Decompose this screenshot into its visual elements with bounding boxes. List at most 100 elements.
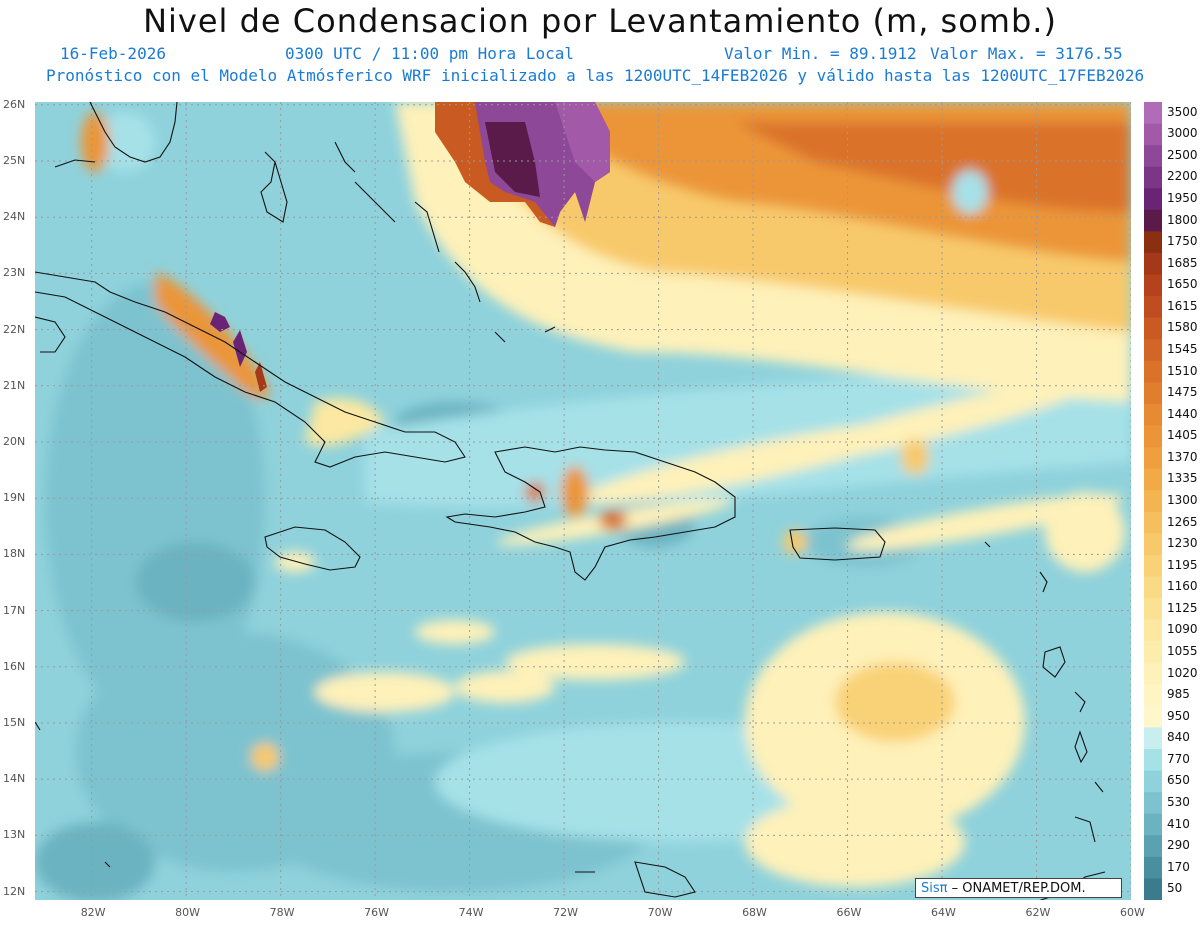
lcl-map	[35, 102, 1131, 900]
colorbar-label: 1950	[1167, 191, 1198, 206]
colorbar-swatch	[1144, 856, 1162, 879]
colorbar	[1144, 102, 1162, 900]
colorbar-swatch	[1144, 188, 1162, 211]
colorbar-label: 1545	[1167, 342, 1198, 357]
credit-box: Sisπ – ONAMET/REP.DOM.	[915, 878, 1122, 898]
colorbar-swatch	[1144, 403, 1162, 427]
colorbar-label: 1580	[1167, 320, 1198, 335]
colorbar-label: 1650	[1167, 277, 1198, 292]
colorbar-label: 2200	[1167, 169, 1198, 184]
colorbar-swatch	[1144, 749, 1162, 772]
lon-label: 62W	[1025, 906, 1051, 919]
colorbar-swatch	[1144, 274, 1162, 297]
lon-label: 74W	[458, 906, 484, 919]
graticule	[35, 102, 1131, 900]
credit-logo: Sisπ	[921, 881, 948, 896]
colorbar-label: 1750	[1167, 234, 1198, 249]
colorbar-swatch	[1144, 490, 1162, 513]
colorbar-label: 290	[1167, 838, 1190, 853]
colorbar-label: 1265	[1167, 514, 1198, 529]
colorbar-swatch	[1144, 792, 1162, 815]
lat-label: 20N	[3, 434, 26, 448]
lat-label: 17N	[3, 603, 26, 617]
colorbar-swatch	[1144, 231, 1162, 254]
forecast-date: 16-Feb-2026	[60, 44, 166, 63]
colorbar-swatch	[1144, 554, 1162, 577]
colorbar-swatch	[1144, 641, 1162, 664]
colorbar-swatch	[1144, 598, 1162, 621]
lat-label: 23N	[3, 266, 26, 280]
lat-label: 22N	[3, 322, 26, 336]
colorbar-swatch	[1144, 468, 1162, 491]
colorbar-swatch	[1144, 662, 1162, 685]
colorbar-label: 1800	[1167, 212, 1198, 227]
max-region	[210, 102, 610, 392]
coastlines	[35, 102, 1106, 900]
colorbar-swatch	[1144, 619, 1162, 642]
lat-label: 14N	[3, 772, 26, 786]
lon-label: 72W	[553, 906, 578, 919]
model-info: Pronóstico con el Modelo Atmósferico WRF…	[46, 66, 1145, 85]
colorbar-swatch	[1144, 576, 1162, 599]
lon-label: 80W	[175, 906, 201, 919]
colorbar-swatch	[1144, 339, 1162, 362]
colorbar-label: 1615	[1167, 298, 1198, 313]
colorbar-label: 1020	[1167, 665, 1198, 680]
colorbar-swatch	[1144, 878, 1162, 900]
lon-label: 70W	[647, 906, 673, 919]
colorbar-label: 950	[1167, 708, 1190, 723]
colorbar-swatch	[1144, 835, 1162, 858]
lat-label: 21N	[3, 378, 26, 392]
lat-label: 16N	[3, 659, 26, 673]
colorbar-label: 1300	[1167, 493, 1198, 507]
colorbar-label: 1510	[1167, 363, 1198, 378]
lon-label: 76W	[364, 906, 389, 919]
colorbar-swatch	[1144, 252, 1162, 276]
colorbar-swatch	[1144, 166, 1162, 189]
colorbar-swatch	[1144, 727, 1162, 750]
colorbar-label: 2500	[1167, 147, 1198, 162]
colorbar-label: 1335	[1167, 471, 1198, 486]
colorbar-label: 1685	[1167, 255, 1198, 270]
colorbar-swatch	[1144, 123, 1162, 146]
colorbar-swatch	[1144, 705, 1162, 728]
colorbar-label: 1160	[1167, 579, 1198, 594]
colorbar-label: 840	[1167, 730, 1190, 745]
colorbar-label: 1475	[1167, 385, 1198, 400]
lat-label: 18N	[3, 547, 26, 561]
colorbar-swatch	[1144, 684, 1162, 707]
colorbar-swatch	[1144, 770, 1162, 793]
lat-label: 24N	[3, 210, 26, 224]
credit-org: – ONAMET/REP.DOM.	[947, 881, 1086, 896]
colorbar-swatch	[1144, 425, 1162, 448]
colorbar-swatch	[1144, 296, 1162, 319]
colorbar-label: 1055	[1167, 643, 1198, 658]
lat-label: 26N	[3, 97, 26, 111]
lon-label: 64W	[931, 906, 956, 919]
colorbar-swatch	[1144, 533, 1162, 556]
colorbar-label: 50	[1167, 881, 1183, 896]
colorbar-swatch	[1144, 511, 1162, 534]
colorbar-label: 1370	[1167, 449, 1198, 464]
colorbar-swatch	[1144, 102, 1162, 125]
colorbar-label: 1090	[1167, 622, 1198, 637]
colorbar-swatch	[1144, 317, 1162, 340]
lon-label: 68W	[742, 906, 767, 919]
page-title: Nivel de Condensacion por Levantamiento …	[143, 2, 1057, 40]
lon-label: 60W	[1120, 906, 1145, 919]
colorbar-label: 770	[1167, 751, 1190, 766]
colorbar-label: 650	[1167, 773, 1190, 788]
colorbar-label: 3500	[1167, 104, 1198, 119]
colorbar-swatch	[1144, 209, 1162, 232]
colorbar-label: 530	[1167, 794, 1190, 809]
min-value: Valor Min. = 89.1912	[724, 44, 917, 63]
colorbar-label: 1230	[1167, 536, 1198, 551]
colorbar-label: 985	[1167, 687, 1190, 702]
max-value: Valor Max. = 3176.55	[930, 44, 1123, 63]
colorbar-label: 1195	[1167, 557, 1198, 572]
colorbar-label: 1125	[1167, 600, 1198, 615]
lat-label: 13N	[3, 828, 26, 842]
colorbar-swatch	[1144, 360, 1162, 383]
colorbar-label: 170	[1167, 859, 1190, 874]
colorbar-swatch	[1144, 813, 1162, 836]
